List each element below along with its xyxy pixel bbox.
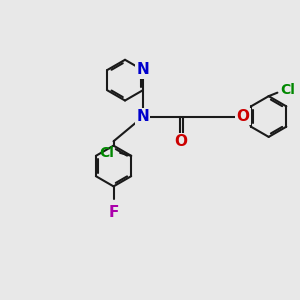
Text: Cl: Cl xyxy=(99,146,114,160)
Text: O: O xyxy=(237,109,250,124)
Text: Cl: Cl xyxy=(280,83,295,97)
Text: O: O xyxy=(174,134,187,149)
Text: F: F xyxy=(108,205,119,220)
Text: N: N xyxy=(136,109,149,124)
Text: N: N xyxy=(136,62,149,77)
